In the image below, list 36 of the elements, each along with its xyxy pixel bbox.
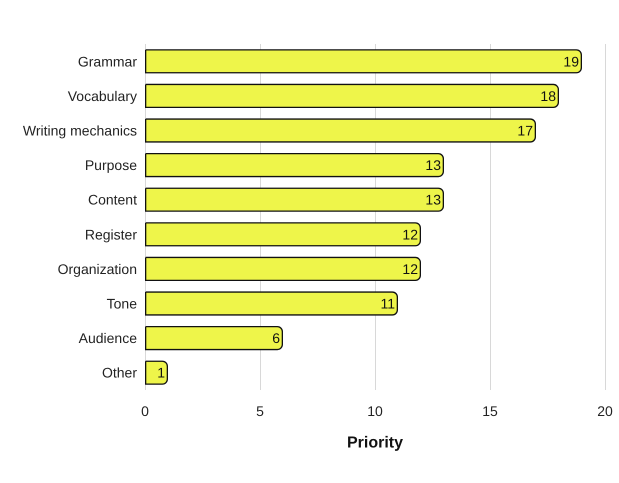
x-tick-label: 20 [597,403,613,419]
y-tick-label: Writing mechanics [22,122,137,138]
bar [145,291,398,316]
bar [145,326,283,350]
data-label: 13 [425,192,442,208]
bar [145,84,559,108]
data-label: 11 [380,296,396,312]
bar [145,188,444,212]
y-tick-label: Tone [106,296,138,312]
y-tick-label: Grammar [78,53,138,70]
bar [145,360,168,385]
y-tick-label: Vocabulary [68,88,137,104]
y-tick-label: Other [102,364,138,381]
bar [145,49,582,74]
x-tick-label: 0 [141,403,150,419]
x-axis-title: Priority [346,434,404,452]
data-label: 1 [157,364,166,381]
data-label: 18 [540,88,556,104]
bar [145,118,536,143]
bar [145,256,421,282]
x-tick-label: 10 [367,403,383,419]
data-label: 17 [517,122,534,138]
bar [145,222,421,246]
data-label: 12 [402,226,418,242]
bar [145,152,444,178]
y-tick-label: Audience [78,330,138,346]
data-label: 13 [425,157,442,174]
data-label: 19 [563,53,580,70]
y-tick-label: Content [88,192,138,208]
data-label: 12 [402,260,418,277]
y-tick-label: Purpose [84,157,138,174]
x-tick-label: 5 [256,403,264,419]
y-tick-label: Organization [58,260,137,277]
x-tick-label: 15 [482,403,498,419]
y-tick-label: Register [84,226,138,242]
data-label: 6 [272,330,280,346]
